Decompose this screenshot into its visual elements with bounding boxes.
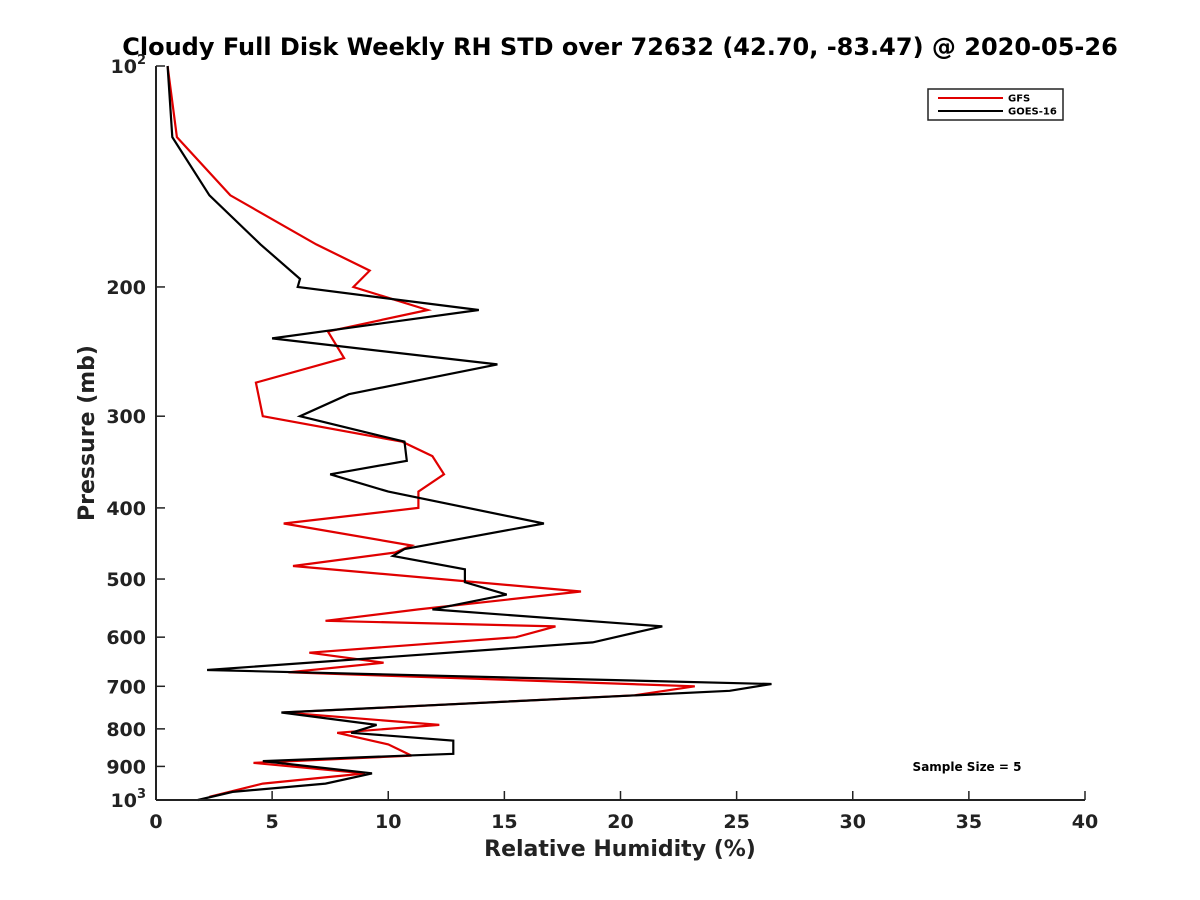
x-ticks: 0 5 10 15 20 25 30 35 40 <box>149 791 1098 833</box>
legend: GFS GOES-16 <box>927 88 1064 121</box>
y-tick-label: 700 <box>106 676 146 698</box>
x-tick-label: 35 <box>956 811 982 833</box>
x-tick-label: 20 <box>607 811 633 833</box>
chart-title: Cloudy Full Disk Weekly RH STD over 7263… <box>122 33 1118 61</box>
y-tick-label: 500 <box>106 569 146 591</box>
legend-label-gfs: GFS <box>1008 94 1030 105</box>
y-tick-label: 102 <box>111 53 147 78</box>
y-tick-label: 600 <box>106 627 146 649</box>
x-tick-label: 30 <box>840 811 866 833</box>
sample-size-annotation: Sample Size = 5 <box>913 760 1022 774</box>
y-tick-label: 103 <box>111 787 147 812</box>
y-tick-label: 300 <box>106 406 146 428</box>
y-axis-label: Pressure (mb) <box>75 345 100 521</box>
legend-box <box>927 88 1064 121</box>
x-tick-label: 10 <box>375 811 401 833</box>
y-tick-label: 900 <box>106 756 146 778</box>
x-tick-label: 25 <box>723 811 749 833</box>
plot-lines <box>166 65 772 802</box>
y-tick-label: 400 <box>106 498 146 520</box>
x-tick-label: 5 <box>266 811 279 833</box>
x-axis-label: Relative Humidity (%) <box>484 837 756 862</box>
series-line-gfs <box>166 65 695 798</box>
y-tick-label: 800 <box>106 719 146 741</box>
x-tick-label: 40 <box>1072 811 1098 833</box>
y-ticks: 102 200 300 400 500 600 700 800 900 103 <box>106 53 165 812</box>
legend-label-goes16: GOES-16 <box>1008 107 1057 118</box>
x-tick-label: 0 <box>149 811 162 833</box>
x-tick-label: 15 <box>491 811 517 833</box>
y-tick-label: 200 <box>106 277 146 299</box>
series-line-goes16 <box>166 65 772 802</box>
